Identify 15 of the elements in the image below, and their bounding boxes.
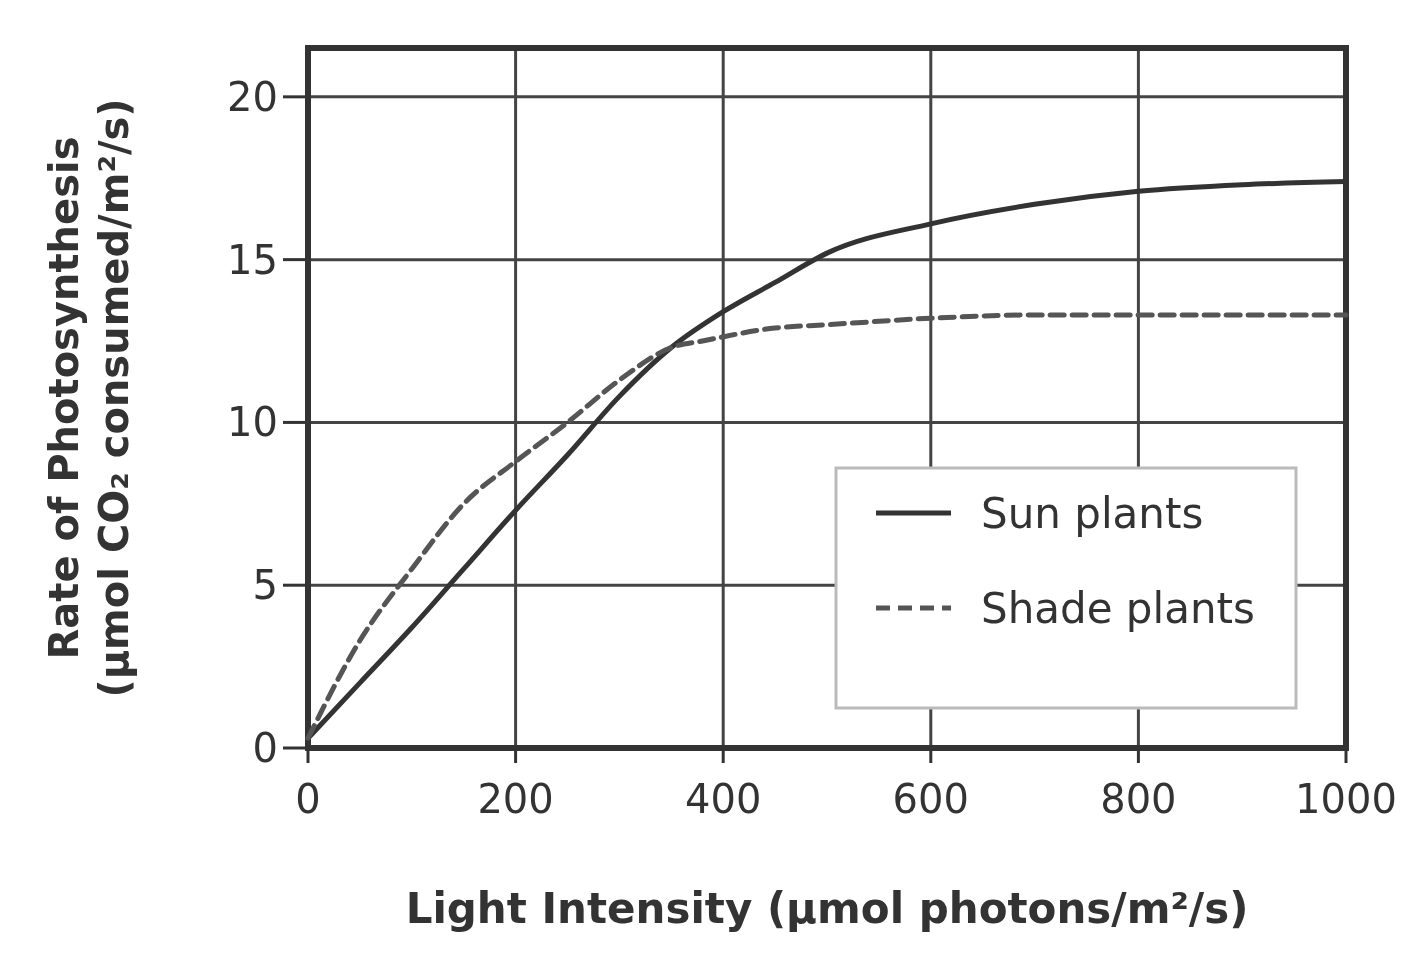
y-tick-label: 0 [252,725,278,771]
y-tick-label: 15 [227,236,278,283]
x-axis-title: Light Intensity (μmol photons/m²/s) [405,884,1249,933]
x-tick-label: 600 [892,776,969,822]
y-tick-label: 10 [227,399,278,446]
x-tick-label: 1000 [1295,776,1397,822]
legend-label: Shade plants [981,583,1255,633]
x-tick-label: 0 [295,776,321,822]
legend-label: Sun plants [981,488,1204,538]
y-axis-title: Rate of Photosynthesis (μmol CO₂ consumed/m²/s) [41,98,137,698]
x-tick-label: 400 [685,776,762,822]
x-tick-label: 800 [1100,776,1177,822]
y-tick-label: 20 [227,73,278,120]
x-tick-label: 200 [477,776,554,822]
y-tick-label: 5 [252,562,278,609]
